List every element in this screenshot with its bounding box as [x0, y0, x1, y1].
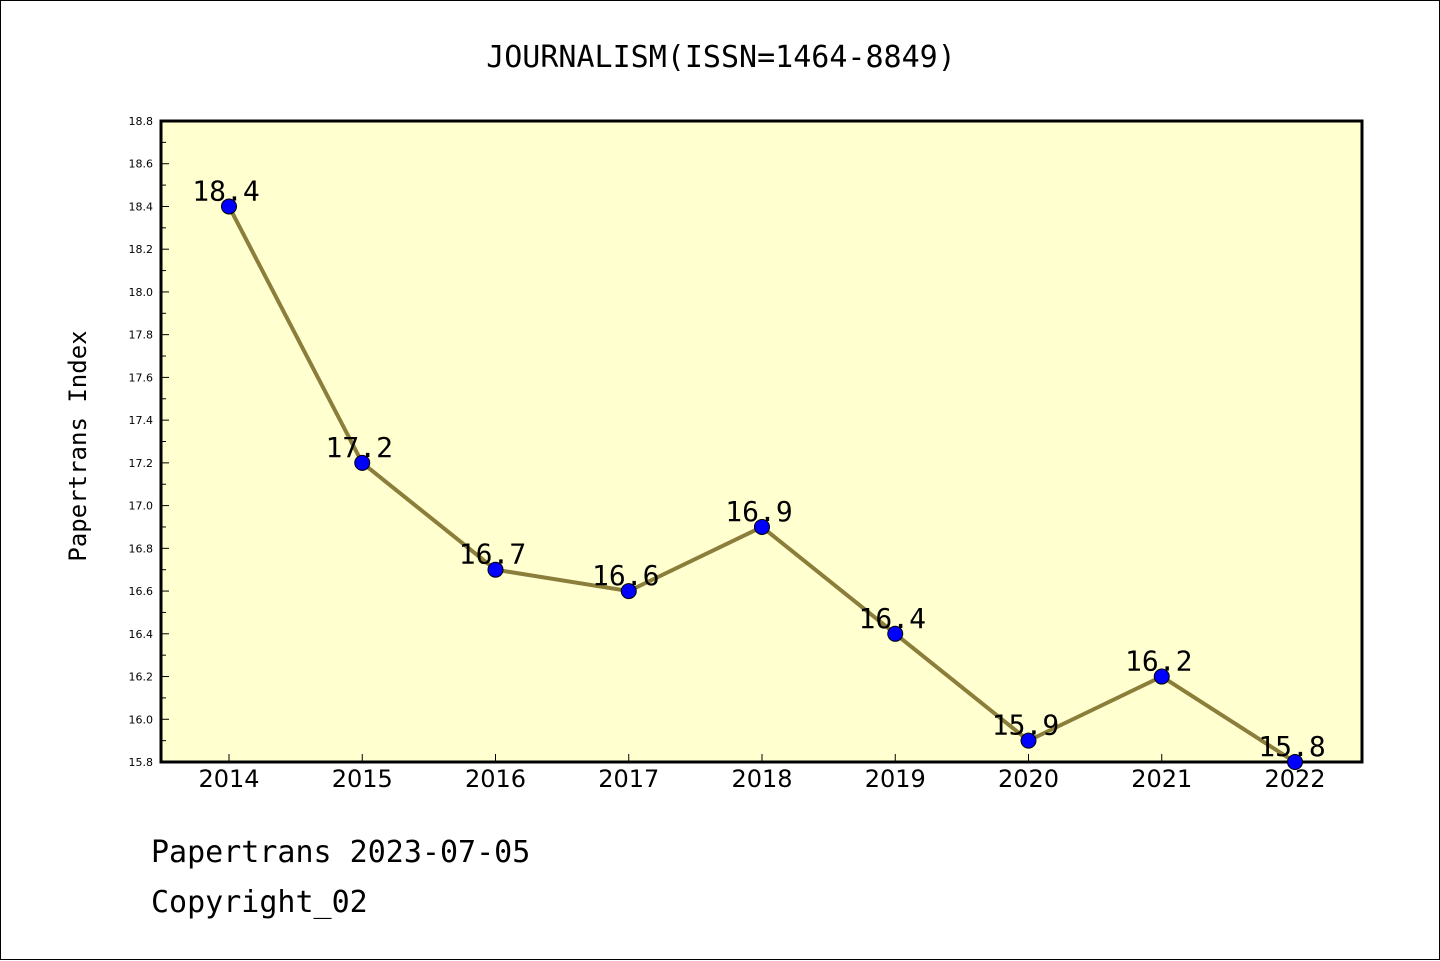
y-tick-label: 16.6	[129, 585, 154, 598]
y-tick-label: 16.2	[129, 671, 154, 684]
y-tick-label: 18.4	[129, 200, 154, 213]
y-axis-label: Papertrans Index	[64, 330, 92, 561]
y-tick-label: 17.2	[129, 457, 154, 470]
data-point	[620, 583, 637, 600]
y-tick-label: 18.6	[129, 158, 154, 171]
footer-date: Papertrans 2023-07-05	[151, 835, 531, 870]
chart-title: JOURNALISM(ISSN=1464-8849)	[486, 40, 956, 75]
data-label: 17.2	[326, 431, 393, 464]
x-tick-label: 2018	[731, 765, 792, 793]
data-point	[1153, 668, 1170, 685]
x-tick-label: 2019	[865, 765, 926, 793]
data-point	[487, 561, 504, 578]
data-point	[221, 198, 237, 215]
x-tick-label: 2014	[198, 765, 259, 793]
x-tick-label: 2021	[1131, 765, 1192, 793]
y-tick-label: 16.4	[129, 628, 154, 641]
y-tick-label: 17.0	[129, 500, 154, 513]
series-markers	[221, 198, 1303, 770]
y-tick-label: 16.0	[129, 713, 154, 726]
y-tick-label: 18.0	[129, 286, 154, 299]
plot-area	[159, 119, 1364, 764]
x-tick-label: 2016	[465, 765, 526, 793]
data-label: 15.8	[1258, 730, 1325, 763]
y-tick-label: 17.4	[129, 414, 154, 427]
data-labels: 18.4 17.2 16.7 16.6 16.9 16.4 15.9 16.2 15.8	[192, 174, 1325, 763]
data-label: 16.6	[592, 559, 659, 592]
y-tick-label: 17.6	[129, 371, 154, 384]
y-tick-label: 18.2	[129, 243, 154, 256]
x-tick-label: 2020	[998, 765, 1059, 793]
data-label: 16.9	[725, 495, 792, 528]
data-label: 16.4	[859, 602, 926, 635]
y-tick-label: 16.8	[129, 542, 154, 555]
data-label: 16.7	[459, 538, 526, 571]
y-tick-label: 15.8	[129, 756, 154, 769]
y-axis-ticks: 15.8 16.0 16.2 16.4 16.6 16.8 17.0 17.2 17.4 17.6…	[129, 115, 169, 769]
x-axis-ticks: 2014 2015 2016 2017 2018 2019 2020 2021 2022	[198, 754, 1326, 793]
x-tick-label: 2015	[332, 765, 393, 793]
y-tick-label: 17.8	[129, 329, 154, 342]
y-tick-label: 18.8	[129, 115, 154, 128]
data-label: 18.4	[192, 174, 259, 207]
data-point	[1287, 754, 1303, 770]
data-point	[754, 518, 770, 535]
data-point	[887, 625, 904, 642]
data-point	[1020, 732, 1037, 749]
x-tick-label: 2017	[598, 765, 659, 793]
data-label: 16.2	[1125, 645, 1192, 678]
footer-copyright: Copyright_02	[151, 885, 368, 920]
data-point	[354, 454, 371, 471]
data-label: 15.9	[992, 709, 1059, 742]
